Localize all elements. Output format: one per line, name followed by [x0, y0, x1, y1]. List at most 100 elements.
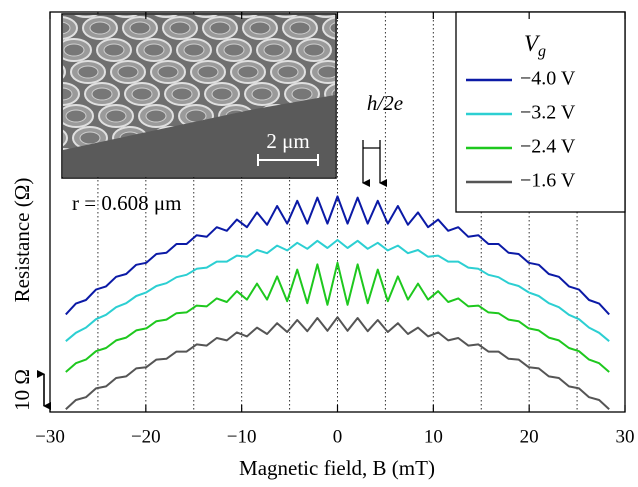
legend-label: −2.4 V [520, 136, 576, 158]
sem-hole [209, 21, 231, 35]
sem-substrate [63, 95, 335, 177]
x-tick-label: 0 [333, 426, 343, 447]
sem-hole [428, 176, 448, 188]
sem-hole [0, 0, 16, 12]
sem-hole [289, 21, 311, 35]
sem-hole [79, 131, 101, 145]
sem-ring [29, 0, 63, 17]
sem-hole [329, 22, 335, 34]
sem-hole [211, 87, 233, 101]
sem-hole [117, 65, 139, 79]
sem-hole [223, 43, 245, 57]
inset-image [0, 0, 455, 193]
sem-hole [249, 21, 271, 35]
sem-hole [36, 0, 56, 12]
sem-hole [388, 176, 408, 188]
sem-hole [263, 43, 285, 57]
legend-label: −4.0 V [520, 68, 576, 90]
x-axis-label: Magnetic field, B (mT) [239, 456, 435, 480]
sem-hole [143, 43, 165, 57]
sem-hole [131, 87, 153, 101]
sem-hole [91, 87, 113, 101]
sem-hole [317, 65, 335, 79]
sem-hole [116, 0, 136, 12]
sem-hole [12, 88, 32, 100]
sem-hole [77, 65, 99, 79]
sem-ring [341, 171, 375, 193]
sem-hole [171, 87, 193, 101]
sem-ring [421, 171, 455, 193]
legend-title-main: V [524, 31, 541, 56]
sem-hole [0, 44, 4, 56]
sem-hole [426, 110, 446, 122]
sem-ring [17, 39, 51, 61]
series-line [65, 195, 610, 316]
sem-hole [237, 65, 259, 79]
sem-hole [344, 44, 364, 56]
sem-hole [157, 65, 179, 79]
sem-hole [358, 66, 378, 78]
sem-hole [145, 109, 167, 123]
x-tick-label: −20 [131, 426, 161, 447]
sem-ring [63, 16, 78, 40]
sem-hole [414, 154, 434, 166]
sem-ring [194, 15, 218, 18]
sem-ring [74, 15, 98, 18]
radius-annotation: r = 0.608 μm [72, 191, 181, 215]
sem-ring [114, 15, 138, 18]
sem-ring [363, 17, 397, 39]
sem-hole [63, 43, 85, 57]
sem-hole [89, 21, 111, 35]
sem-hole [236, 0, 256, 12]
sem-ring [349, 0, 383, 17]
legend-frame [455, 11, 626, 213]
sem-hole [10, 22, 30, 34]
inset-scale-label: 2 μm [266, 129, 309, 153]
sem-ring [381, 171, 415, 193]
series-line [65, 316, 610, 410]
sem-hole [63, 21, 71, 35]
inset-frame [61, 13, 337, 179]
sem-hole [197, 65, 219, 79]
legend-label: −3.2 V [520, 102, 576, 124]
sem-hole [156, 0, 176, 12]
sem-hole [251, 87, 273, 101]
sem-ring [274, 15, 298, 18]
sem-ring [154, 15, 178, 18]
sem-hole [65, 109, 87, 123]
sem-hole [277, 65, 299, 79]
sem-hole [103, 43, 125, 57]
sem-hole [291, 87, 313, 101]
sem-hole [38, 66, 58, 78]
sem-ring [407, 149, 441, 171]
axes: −30 −20 −10 0 10 20 30 10 Ω [10, 12, 635, 447]
legend-title: Vg [524, 31, 546, 59]
sem-ring [0, 39, 11, 61]
sem-hole [400, 132, 420, 144]
sem-ring [367, 149, 401, 171]
sem-hole [129, 21, 151, 35]
sem-hole [303, 43, 325, 57]
sem-ring [391, 61, 425, 83]
x-tick-label: −10 [227, 426, 257, 447]
sem-ring [419, 105, 453, 127]
sem-hole [196, 0, 216, 12]
sem-hole [356, 0, 376, 12]
sem-ring [0, 61, 25, 83]
legend-title-subscript: g [538, 43, 546, 60]
period-annotation: h/2e [367, 91, 403, 115]
x-tick-label: −30 [35, 426, 65, 447]
legend: Vg −4.0 V −3.2 V −2.4 V −1.6 V [455, 11, 626, 213]
y-axis-label: Resistance (Ω) [10, 178, 34, 303]
sem-ring [5, 83, 39, 105]
sem-ring [63, 65, 66, 79]
x-tick-label: 30 [616, 426, 635, 447]
sem-hole [384, 44, 404, 56]
curves [65, 195, 610, 410]
scale-bar-label: 10 Ω [10, 369, 34, 411]
sem-ring [0, 0, 23, 17]
sem-ring [337, 39, 371, 61]
sem-hole [370, 22, 390, 34]
sem-hole [183, 43, 205, 57]
